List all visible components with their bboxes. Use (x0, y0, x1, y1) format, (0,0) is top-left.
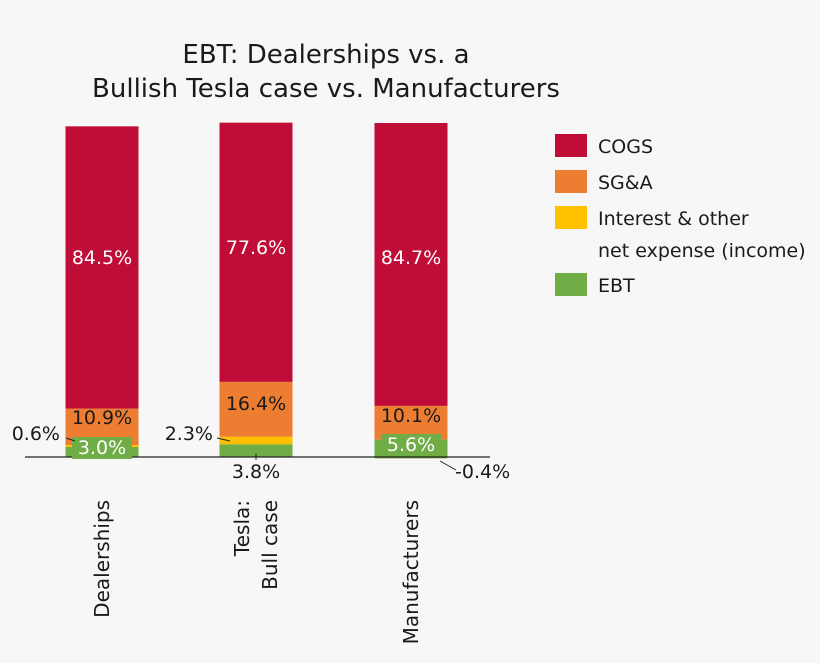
bar-cogs-tesla (219, 122, 293, 382)
bar-stack-dealerships (65, 126, 139, 457)
legend-label-cogs: COGS (598, 136, 653, 158)
label-sga-tesla: 16.4% (226, 393, 286, 415)
legend-swatch-ebt (555, 273, 587, 296)
legend-label-interest: Interest & other (598, 208, 749, 230)
category-label-tesla: Bull case (258, 500, 282, 590)
label-interest-tesla: 2.3% (165, 423, 213, 445)
category-label-dealerships: Dealerships (90, 500, 114, 618)
legend-swatch-sga (555, 170, 587, 193)
label-bg-ebt-dealerships (72, 437, 132, 459)
legend-swatch-interest (555, 206, 587, 229)
chart-title-line: EBT: Dealerships vs. a (182, 40, 469, 70)
bar-interest-tesla (219, 436, 293, 445)
legend: COGS SG&A Interest & other net expense (inc… (555, 134, 806, 297)
legend-label-ebt: EBT (598, 275, 635, 297)
leader-interest-dealerships (65, 437, 76, 442)
leader-interest-manufacturers (439, 460, 457, 471)
label-cogs-tesla: 77.6% (226, 237, 286, 259)
bar-sga-tesla (219, 381, 293, 437)
bar-cogs-dealerships (65, 126, 139, 409)
category-label-manufacturers: Manufacturers (399, 500, 423, 644)
data-labels: 84.5% 10.9% 3.0% 0.6% 77.6% 16.4% 3.8% 2.3% 84.7… (12, 237, 510, 483)
chart-title: EBT: Dealerships vs. a Bullish Tesla case… (92, 40, 560, 104)
label-sga-dealerships: 10.9% (72, 407, 132, 429)
label-interest-dealerships: 0.6% (12, 423, 60, 445)
label-bg-ebt-manufacturers (381, 434, 441, 456)
label-interest-manufacturers: -0.4% (455, 461, 510, 483)
label-sga-manufacturers: 10.1% (381, 405, 441, 427)
bar-stack-tesla (219, 122, 293, 457)
label-cogs-manufacturers: 84.7% (381, 247, 441, 269)
label-cogs-dealerships: 84.5% (72, 247, 132, 269)
bar-ebt-tesla (219, 444, 293, 457)
label-ebt-manufacturers: 5.6% (387, 434, 435, 456)
label-ebt-tesla: 3.8% (232, 461, 280, 483)
legend-label-interest: net expense (income) (598, 240, 806, 262)
bars (65, 122, 448, 459)
category-label-tesla: Tesla: (230, 500, 254, 557)
legend-swatch-cogs (555, 134, 587, 157)
bar-cogs-manufacturers (374, 123, 448, 406)
category-labels: Dealerships Tesla: Bull case Manufacturers (90, 500, 423, 644)
leader-interest-tesla (216, 437, 231, 442)
legend-label-sga: SG&A (598, 172, 653, 194)
chart-title-line: Bullish Tesla case vs. Manufacturers (92, 74, 560, 104)
label-ebt-dealerships: 3.0% (78, 437, 126, 459)
